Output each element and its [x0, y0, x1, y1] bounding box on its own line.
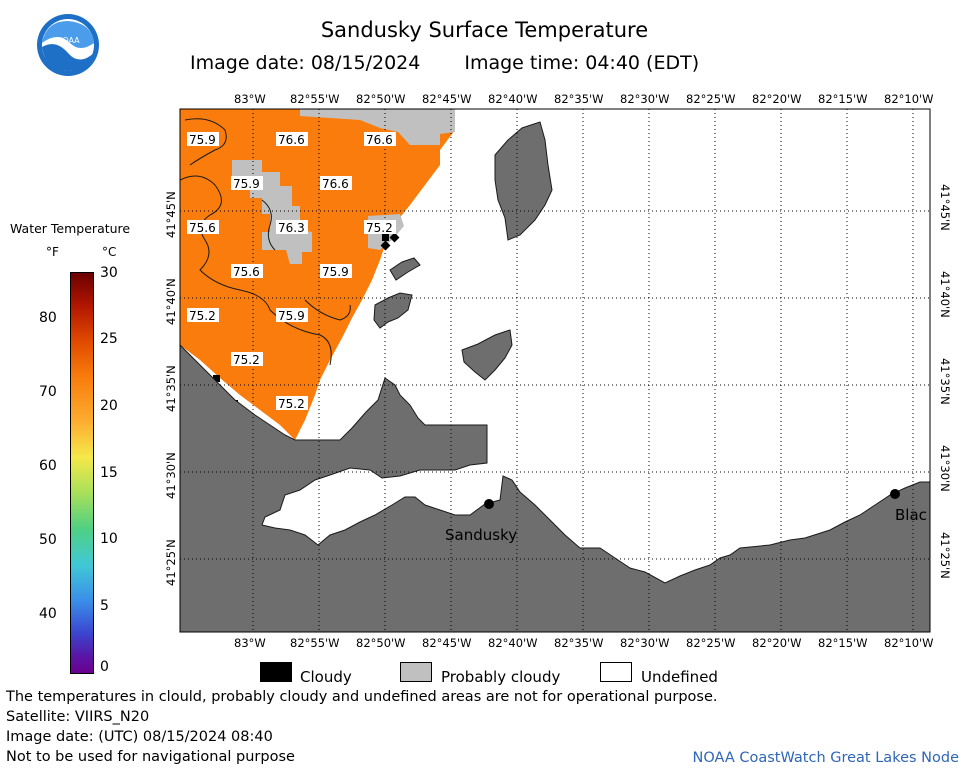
- lat-label-right: 41°40'N: [938, 271, 952, 318]
- legend-cloudy-swatch: [260, 662, 292, 682]
- legend-cloudy-label: Cloudy: [300, 668, 352, 686]
- lon-label-top: 82°55'W: [290, 92, 340, 106]
- lon-label-bottom: 83°W: [234, 636, 266, 650]
- c-tick-25: 25: [100, 331, 118, 347]
- temp-label: 75.2: [189, 309, 216, 323]
- lon-label-top: 82°45'W: [422, 92, 472, 106]
- place-sandusky: Sandusky: [445, 526, 517, 544]
- sandusky-marker: [484, 499, 494, 509]
- map-graticule: [180, 109, 930, 632]
- c-tick-30: 30: [100, 265, 118, 281]
- footer-utc-date: Image date: (UTC) 08/15/2024 08:40: [6, 729, 273, 745]
- blac-marker: [890, 489, 900, 499]
- lon-label-top: 82°50'W: [356, 92, 406, 106]
- island-kelleys: [494, 121, 553, 241]
- lon-label-bottom: 82°25'W: [686, 636, 736, 650]
- legend-undefined-label: Undefined: [641, 668, 718, 686]
- footer-note: The temperatures in clould, probably clo…: [6, 689, 718, 705]
- image-datetime: Image date: 08/15/2024 Image time: 04:40 …: [190, 52, 743, 74]
- lon-label-bottom: 82°10'W: [884, 636, 934, 650]
- lon-label-top: 82°35'W: [554, 92, 604, 106]
- lon-label-top: 83°W: [234, 92, 266, 106]
- map-frame: [179, 108, 931, 633]
- lon-label-bottom: 82°55'W: [290, 636, 340, 650]
- f-tick-50: 50: [39, 532, 57, 548]
- logo-text: NOAA: [56, 36, 80, 45]
- temp-label: 76.6: [366, 133, 393, 147]
- scale-title: Water Temperature: [10, 221, 131, 236]
- island-rattlesnake: [461, 329, 513, 381]
- unit-fahrenheit: °F: [46, 245, 59, 259]
- place-blac: Blac: [895, 506, 927, 524]
- lon-label-top: 82°25'W: [686, 92, 736, 106]
- lat-label-left: 41°35'N: [164, 365, 178, 412]
- temp-label: 75.9: [322, 265, 349, 279]
- temp-label: 75.9: [278, 309, 305, 323]
- temperature-labels: 75.9 76.6 76.6 75.9 76.6 75.6 76.3 75.2 …: [187, 132, 396, 411]
- lat-label-right: 41°45'N: [938, 184, 952, 231]
- lon-label-bottom: 82°30'W: [620, 636, 670, 650]
- credit-line: NOAA CoastWatch Great Lakes Node: [692, 750, 959, 766]
- lat-label-left: 41°40'N: [164, 278, 178, 325]
- temp-label: 76.6: [278, 133, 305, 147]
- temp-label: 75.2: [278, 397, 305, 411]
- lon-label-top: 82°30'W: [620, 92, 670, 106]
- cloudy-pixel: [389, 232, 400, 243]
- map-title: Sandusky Surface Temperature: [320, 18, 649, 42]
- land-mainland: [180, 344, 930, 632]
- temp-label: 75.9: [189, 133, 216, 147]
- lat-label-left: 41°30'N: [164, 452, 178, 499]
- legend-probably-cloudy-label: Probably cloudy: [441, 668, 561, 686]
- c-tick-5: 5: [100, 598, 109, 614]
- footer-satellite: Satellite: VIIRS_N20: [6, 709, 150, 725]
- color-scale-bar: [70, 272, 94, 674]
- f-tick-40: 40: [39, 606, 57, 622]
- cloudy-pixel: [213, 375, 220, 382]
- temp-label: 76.3: [278, 221, 305, 235]
- island-small: [389, 257, 421, 281]
- lon-label-bottom: 82°35'W: [554, 636, 604, 650]
- image-time: Image time: 04:40 (EDT): [464, 52, 700, 74]
- c-tick-0: 0: [100, 659, 109, 675]
- lon-label-bottom: 82°45'W: [422, 636, 472, 650]
- lat-label-right: 41°35'N: [938, 358, 952, 405]
- lat-label-left: 41°45'N: [164, 191, 178, 238]
- lon-label-top: 82°20'W: [752, 92, 802, 106]
- lon-label-bottom: 82°20'W: [752, 636, 802, 650]
- temp-label: 75.2: [233, 353, 260, 367]
- lon-label-top: 82°10'W: [884, 92, 934, 106]
- temp-label: 75.9: [233, 177, 260, 191]
- island-south-bass: [373, 292, 413, 329]
- lat-label-right: 41°30'N: [938, 445, 952, 492]
- temp-label: 75.6: [189, 221, 216, 235]
- lon-label-bottom: 82°40'W: [488, 636, 538, 650]
- c-tick-20: 20: [100, 398, 118, 414]
- probably-cloudy-region: [300, 109, 455, 145]
- c-tick-10: 10: [100, 531, 118, 547]
- lon-label-top: 82°40'W: [488, 92, 538, 106]
- f-tick-70: 70: [39, 384, 57, 400]
- temp-label: 75.2: [366, 221, 393, 235]
- unit-celsius: °C: [102, 245, 117, 259]
- lat-label-left: 41°25'N: [164, 539, 178, 586]
- temp-label: 76.6: [322, 177, 349, 191]
- lon-label-bottom: 82°50'W: [356, 636, 406, 650]
- image-date: Image date: 08/15/2024: [190, 52, 421, 74]
- lat-label-right: 41°25'N: [938, 532, 952, 579]
- lon-label-bottom: 82°15'W: [818, 636, 868, 650]
- legend-probably-cloudy-swatch: [400, 662, 432, 682]
- c-tick-15: 15: [100, 465, 118, 481]
- legend-undefined-swatch: [600, 662, 632, 682]
- f-tick-60: 60: [39, 458, 57, 474]
- temp-label: 75.6: [233, 265, 260, 279]
- temperature-contours: [180, 118, 351, 366]
- footer-nav-warning: Not to be used for navigational purpose: [6, 749, 295, 765]
- lon-label-top: 82°15'W: [818, 92, 868, 106]
- f-tick-80: 80: [39, 310, 57, 326]
- noaa-logo: NOAA: [37, 14, 99, 76]
